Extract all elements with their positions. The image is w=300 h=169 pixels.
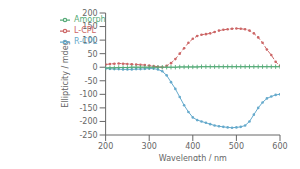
svg-text:500: 500 <box>229 142 244 151</box>
svg-text:300: 300 <box>142 142 157 151</box>
svg-text:200: 200 <box>98 142 113 151</box>
svg-text:50: 50 <box>87 50 97 59</box>
svg-text:Wavelength / nm: Wavelength / nm <box>159 154 227 161</box>
svg-text:-250: -250 <box>79 131 97 140</box>
svg-text:-50: -50 <box>85 77 98 86</box>
svg-text:Ellipticity / mdeg: Ellipticity / mdeg <box>61 40 70 107</box>
svg-text:400: 400 <box>185 142 200 151</box>
svg-text:200: 200 <box>82 9 97 18</box>
svg-text:100: 100 <box>82 36 97 45</box>
svg-text:0: 0 <box>93 63 98 72</box>
svg-text:600: 600 <box>272 142 287 151</box>
svg-text:-150: -150 <box>79 104 97 113</box>
svg-text:-200: -200 <box>79 117 97 126</box>
svg-text:150: 150 <box>82 22 97 31</box>
svg-text:-100: -100 <box>79 90 97 99</box>
